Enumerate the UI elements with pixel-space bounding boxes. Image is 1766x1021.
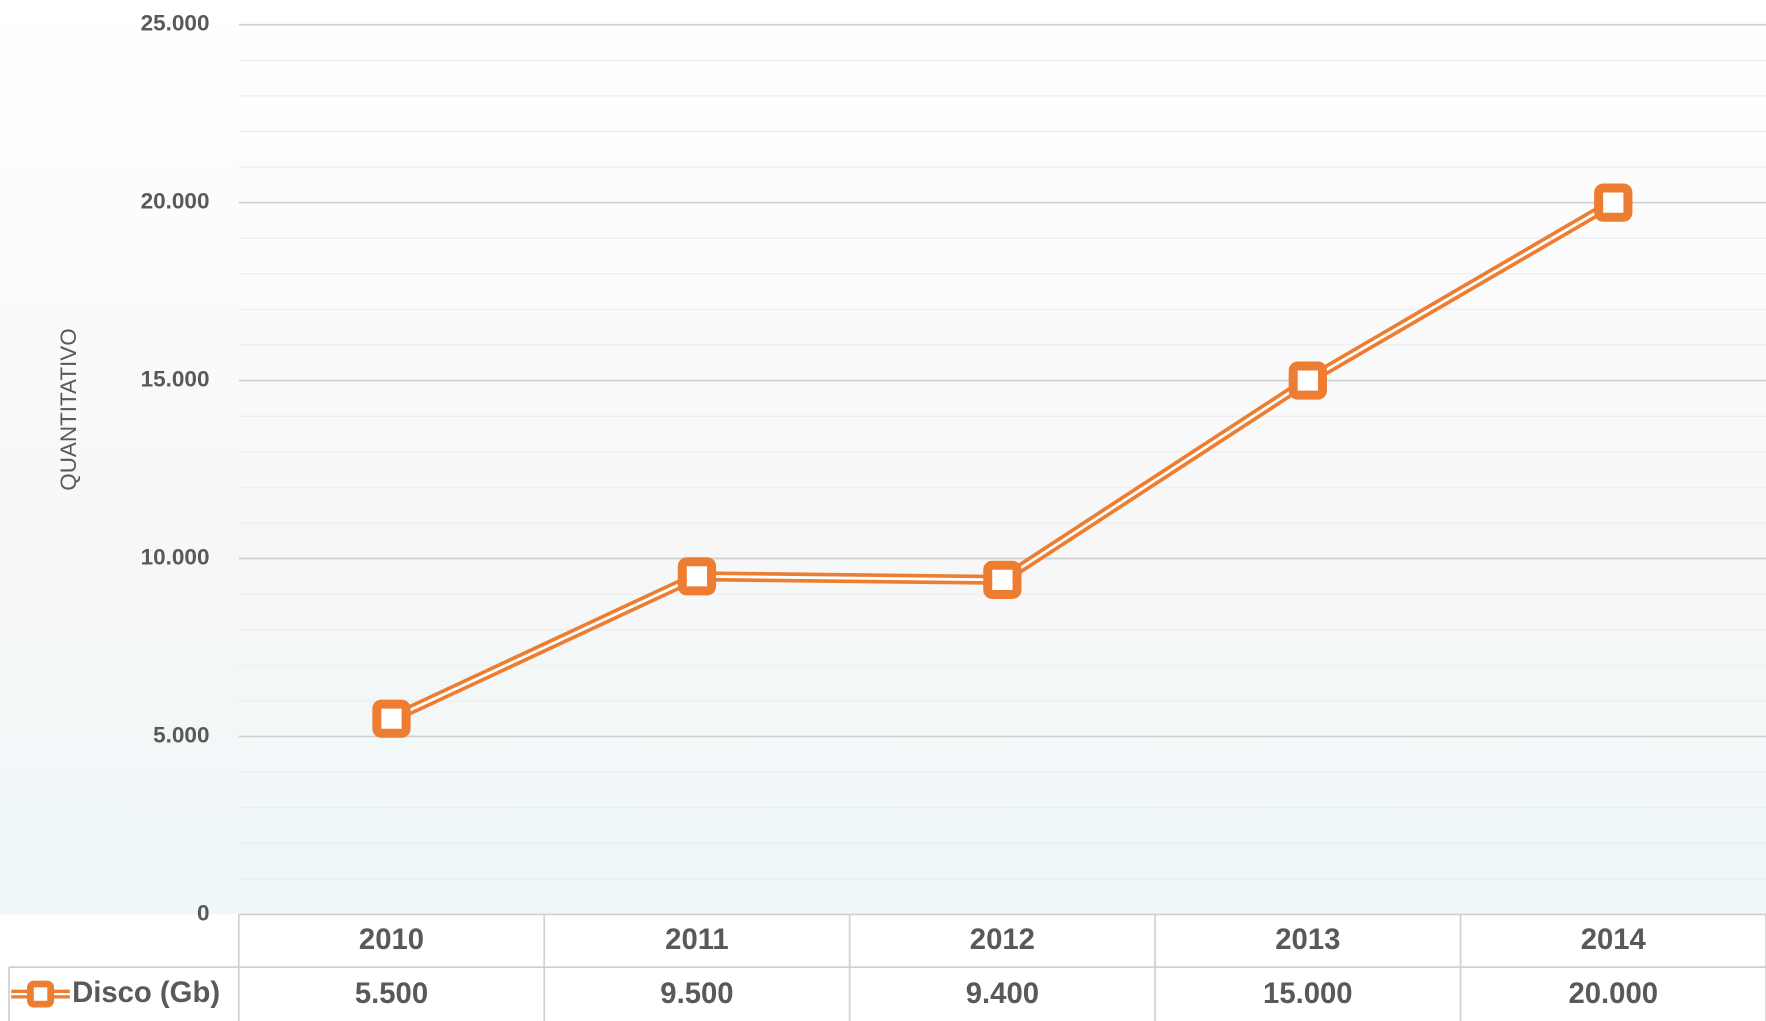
y-tick-label: 0 [197, 900, 210, 925]
marker [1288, 361, 1327, 400]
y-tick-label: 20.000 [141, 189, 210, 214]
x-tick-label: 2011 [665, 924, 729, 956]
marker [677, 557, 717, 596]
marker [983, 560, 1022, 599]
y-tick-label: 25.000 [141, 11, 210, 36]
y-tick-label: 15.000 [141, 367, 210, 392]
x-tick-label: 2012 [970, 924, 1035, 956]
x-tick-label: 2013 [1275, 924, 1340, 956]
y-axis-label: QUANTITATIVO [56, 328, 81, 490]
legend-key-marker [27, 980, 55, 1008]
x-tick-label: 2010 [359, 924, 424, 956]
table-value: 20.000 [1569, 978, 1659, 1010]
legend-label: Disco (Gb) [72, 977, 220, 1009]
y-tick-label: 5.000 [153, 722, 209, 747]
marker [372, 699, 411, 738]
table-value: 9.400 [966, 978, 1039, 1010]
table-value: 5.500 [355, 978, 428, 1010]
table-value: 15.000 [1263, 978, 1353, 1010]
x-tick-label: 2014 [1581, 924, 1647, 956]
background [0, 0, 1766, 915]
y-tick-label: 10.000 [141, 544, 210, 569]
marker [1594, 183, 1633, 222]
table-value: 9.500 [660, 978, 733, 1010]
